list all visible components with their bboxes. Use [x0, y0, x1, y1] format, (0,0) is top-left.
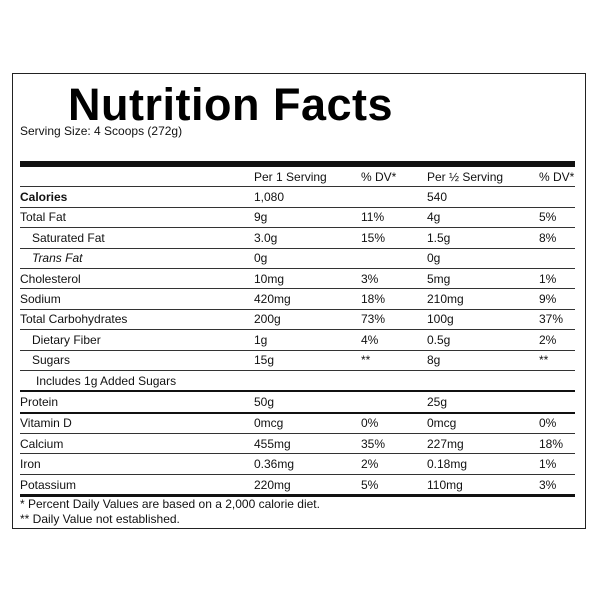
footnote-not-established: ** Daily Value not established.	[20, 512, 180, 526]
nutrient-name: Iron	[20, 453, 254, 475]
nutrient-name: Dietary Fiber	[20, 329, 254, 351]
nutrient-name: Calcium	[20, 433, 254, 455]
table-row: Includes 1g Added Sugars	[20, 370, 575, 393]
nutrient-name: Total Fat	[20, 207, 254, 229]
nutrient-name: Saturated Fat	[20, 227, 254, 249]
dv-per-half-serving: 5%	[539, 207, 575, 229]
dv-per-serving	[361, 186, 427, 208]
value-per-half-serving: 210mg	[427, 288, 539, 310]
value-per-half-serving: 5mg	[427, 268, 539, 290]
value-per-serving: 1,080	[254, 186, 361, 208]
serving-size: Serving Size: 4 Scoops (272g)	[20, 124, 183, 138]
value-per-serving: 220mg	[254, 474, 361, 498]
value-per-half-serving: 1.5g	[427, 227, 539, 249]
dv-per-serving: **	[361, 350, 427, 371]
dv-per-serving: 5%	[361, 474, 427, 498]
dv-per-half-serving: 18%	[539, 433, 575, 455]
dv-per-half-serving: 9%	[539, 288, 575, 310]
table-row: Calories 1,080 540	[20, 186, 575, 208]
value-per-half-serving: 0.5g	[427, 329, 539, 351]
value-per-half-serving: 8g	[427, 350, 539, 371]
table-row: Total Fat 9g 11% 4g 5%	[20, 207, 575, 229]
table-row: Potassium 220mg 5% 110mg 3%	[20, 474, 575, 498]
value-per-half-serving: 100g	[427, 309, 539, 331]
table-row: Sugars 15g ** 8g **	[20, 350, 575, 371]
nutrient-name: Sugars	[20, 350, 254, 371]
dv-per-half-serving: 3%	[539, 474, 575, 498]
table-row: Dietary Fiber 1g 4% 0.5g 2%	[20, 329, 575, 351]
dv-per-serving: 73%	[361, 309, 427, 331]
dv-per-half-serving: 1%	[539, 453, 575, 475]
table-row: Total Carbohydrates 200g 73% 100g 37%	[20, 309, 575, 331]
dv-per-serving: 0%	[361, 412, 427, 435]
dv-per-half-serving	[539, 391, 575, 414]
nutrition-table: Per 1 Serving % DV* Per ½ Serving % DV* …	[20, 167, 575, 498]
value-per-serving: 0g	[254, 248, 361, 269]
header-dv-2: % DV*	[539, 167, 575, 188]
value-per-half-serving: 0g	[427, 248, 539, 269]
nutrient-name: Trans Fat	[20, 248, 254, 269]
header-per-half-serving: Per ½ Serving	[427, 167, 539, 188]
value-per-serving: 3.0g	[254, 227, 361, 249]
header-blank	[20, 167, 254, 188]
label-title: Nutrition Facts	[68, 79, 394, 130]
table-row: Calcium 455mg 35% 227mg 18%	[20, 433, 575, 455]
dv-per-half-serving: 1%	[539, 268, 575, 290]
value-per-serving: 10mg	[254, 268, 361, 290]
nutrient-name: Cholesterol	[20, 268, 254, 290]
nutrient-name: Sodium	[20, 288, 254, 310]
table-header-row: Per 1 Serving % DV* Per ½ Serving % DV*	[20, 167, 575, 188]
value-per-half-serving: 4g	[427, 207, 539, 229]
value-per-serving: 15g	[254, 350, 361, 371]
dv-per-serving: 3%	[361, 268, 427, 290]
dv-per-serving	[361, 391, 427, 414]
dv-per-serving: 15%	[361, 227, 427, 249]
value-per-serving: 50g	[254, 391, 361, 414]
value-per-half-serving: 540	[427, 186, 539, 208]
value-per-serving: 0.36mg	[254, 453, 361, 475]
dv-per-half-serving: 8%	[539, 227, 575, 249]
dv-per-serving: 11%	[361, 207, 427, 229]
table-row: Protein 50g 25g	[20, 391, 575, 414]
nutrient-name: Calories	[20, 186, 254, 208]
nutrient-name: Total Carbohydrates	[20, 309, 254, 331]
dv-per-serving	[361, 248, 427, 269]
header-per-serving: Per 1 Serving	[254, 167, 361, 188]
dv-per-half-serving: **	[539, 350, 575, 371]
value-per-serving: 200g	[254, 309, 361, 331]
value-per-half-serving: 110mg	[427, 474, 539, 498]
header-dv-1: % DV*	[361, 167, 427, 188]
dv-per-serving: 18%	[361, 288, 427, 310]
table-row: Iron 0.36mg 2% 0.18mg 1%	[20, 453, 575, 475]
value-per-half-serving: 227mg	[427, 433, 539, 455]
dv-per-serving: 35%	[361, 433, 427, 455]
table-row: Vitamin D 0mcg 0% 0mcg 0%	[20, 412, 575, 435]
value-per-half-serving: 0.18mg	[427, 453, 539, 475]
table-row: Sodium 420mg 18% 210mg 9%	[20, 288, 575, 310]
value-per-serving: 0mcg	[254, 412, 361, 435]
dv-per-half-serving: 2%	[539, 329, 575, 351]
value-per-serving: 1g	[254, 329, 361, 351]
value-per-serving: 9g	[254, 207, 361, 229]
nutrient-name: Vitamin D	[20, 412, 254, 435]
dv-per-serving: 2%	[361, 453, 427, 475]
dv-per-half-serving: 37%	[539, 309, 575, 331]
added-sugars-note: Includes 1g Added Sugars	[20, 370, 575, 393]
dv-per-half-serving	[539, 186, 575, 208]
nutrient-name: Potassium	[20, 474, 254, 498]
table-row: Cholesterol 10mg 3% 5mg 1%	[20, 268, 575, 290]
dv-per-half-serving	[539, 248, 575, 269]
footnote-daily-values: * Percent Daily Values are based on a 2,…	[20, 497, 320, 511]
value-per-serving: 420mg	[254, 288, 361, 310]
dv-per-half-serving: 0%	[539, 412, 575, 435]
value-per-half-serving: 25g	[427, 391, 539, 414]
value-per-half-serving: 0mcg	[427, 412, 539, 435]
table-row: Saturated Fat 3.0g 15% 1.5g 8%	[20, 227, 575, 249]
table-row: Trans Fat 0g 0g	[20, 248, 575, 269]
thick-divider	[20, 161, 575, 167]
dv-per-serving: 4%	[361, 329, 427, 351]
value-per-serving: 455mg	[254, 433, 361, 455]
nutrient-name: Protein	[20, 391, 254, 414]
nutrition-label-panel	[12, 73, 586, 529]
